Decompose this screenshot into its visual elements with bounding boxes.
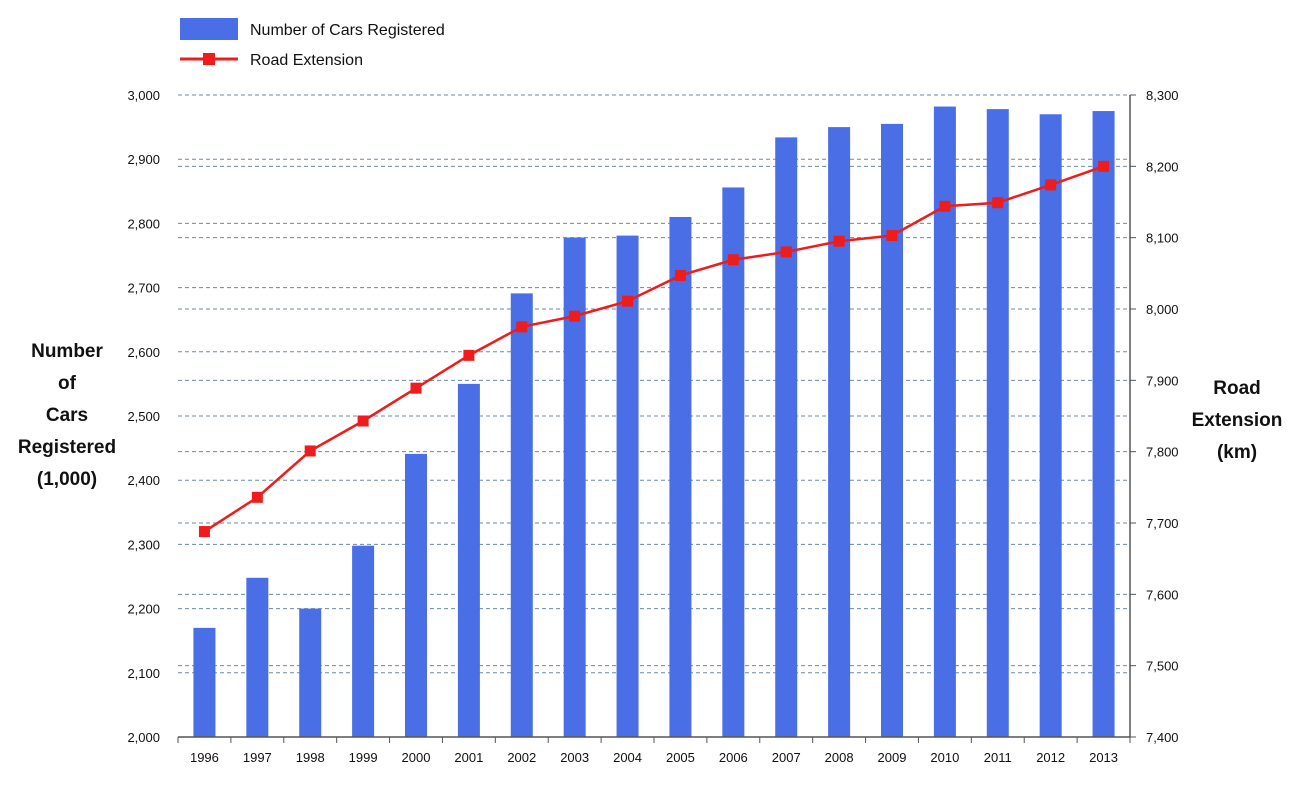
- x-tick-label: 2006: [719, 750, 748, 765]
- line-series: [198, 160, 1110, 538]
- right-tick-label: 7,800: [1146, 445, 1179, 460]
- left-tick-label: 2,600: [127, 345, 160, 360]
- x-tick-label: 1999: [349, 750, 378, 765]
- right-axis-title-line: Road: [1213, 378, 1261, 399]
- legend-label-road: Road Extension: [250, 52, 363, 69]
- bar-1999: [352, 545, 375, 737]
- right-tick-label: 7,400: [1146, 730, 1179, 745]
- right-tick-label: 8,100: [1146, 231, 1179, 246]
- x-tick-label: 2005: [666, 750, 695, 765]
- bar-2007: [775, 137, 798, 737]
- road-marker-2005: [674, 269, 686, 281]
- left-axis-title-line: of: [58, 373, 77, 394]
- road-marker-2001: [463, 349, 475, 361]
- road-marker-1999: [357, 415, 369, 427]
- bar-2011: [986, 109, 1009, 737]
- left-tick-label: 2,700: [127, 281, 160, 296]
- x-tick-label: 2012: [1036, 750, 1065, 765]
- road-marker-2008: [833, 235, 845, 247]
- x-tick-label: 2000: [402, 750, 431, 765]
- road-marker-2007: [780, 246, 792, 258]
- left-tick-label: 2,300: [127, 537, 160, 552]
- road-marker-1997: [251, 491, 263, 503]
- bar-2004: [616, 235, 639, 737]
- bar-series: [193, 106, 1115, 738]
- legend: Number of Cars Registered Road Extension: [180, 18, 445, 69]
- road-marker-2006: [727, 254, 739, 266]
- right-tick-label: 7,500: [1146, 659, 1179, 674]
- left-tick-label: 2,500: [127, 409, 160, 424]
- left-axis-title: Number of Cars Registered (1,000): [18, 341, 116, 490]
- bar-2001: [457, 383, 480, 737]
- x-tick-label: 1996: [190, 750, 219, 765]
- x-tick-label: 2002: [507, 750, 536, 765]
- right-tick-label: 8,000: [1146, 302, 1179, 317]
- legend-bar-swatch: [180, 18, 238, 40]
- left-tick-label: 2,100: [127, 666, 160, 681]
- axes: [177, 94, 1136, 743]
- x-tick-label: 1998: [296, 750, 325, 765]
- left-tick-label: 2,800: [127, 216, 160, 231]
- x-tick-label: 2004: [613, 750, 642, 765]
- bar-2002: [510, 293, 533, 737]
- bar-2006: [722, 187, 745, 737]
- right-tick-label: 8,300: [1146, 88, 1179, 103]
- left-tick-label: 2,200: [127, 602, 160, 617]
- bar-2009: [881, 123, 903, 737]
- tick-labels: 2,000 2,100 2,200 2,300 2,400 2,500 2,600 2,700…: [127, 88, 1178, 765]
- bar-2000: [405, 453, 427, 737]
- road-marker-2011: [992, 197, 1004, 209]
- right-tick-label: 7,900: [1146, 373, 1179, 388]
- bar-2005: [669, 216, 692, 738]
- bar-2013: [1092, 111, 1115, 738]
- bar-2010: [933, 106, 956, 737]
- right-tick-label: 8,200: [1146, 159, 1179, 174]
- left-tick-label: 3,000: [127, 88, 160, 103]
- road-marker-2004: [622, 295, 634, 307]
- road-extension-line: [203, 165, 1104, 533]
- road-marker-2003: [569, 310, 581, 322]
- bar-1996: [193, 627, 216, 737]
- right-axis-title-line: Extension: [1192, 410, 1283, 431]
- road-marker-2013: [1098, 160, 1110, 172]
- bar-1998: [299, 608, 322, 737]
- left-axis-title-line: Number: [31, 341, 103, 362]
- bar-2003: [563, 237, 586, 738]
- x-tick-label: 2001: [454, 750, 483, 765]
- legend-line-marker: [203, 53, 215, 65]
- gridlines: [178, 94, 1130, 674]
- bar-2012: [1039, 114, 1062, 737]
- legend-label-cars: Number of Cars Registered: [250, 22, 445, 39]
- x-tick-label: 2003: [560, 750, 589, 765]
- road-marker-1996: [198, 526, 210, 538]
- road-marker-2012: [1045, 179, 1057, 191]
- x-tick-label: 2010: [930, 750, 959, 765]
- right-tick-label: 7,700: [1146, 516, 1179, 531]
- road-marker-2002: [516, 321, 528, 333]
- road-marker-2000: [410, 382, 422, 394]
- left-tick-label: 2,400: [127, 473, 160, 488]
- x-tick-label: 2007: [772, 750, 801, 765]
- road-marker-1998: [304, 445, 316, 457]
- x-tick-label: 2008: [825, 750, 854, 765]
- road-marker-2009: [886, 230, 898, 242]
- right-tick-label: 7,600: [1146, 587, 1179, 602]
- x-tick-label: 2011: [984, 750, 1012, 765]
- x-tick-label: 2013: [1089, 750, 1118, 765]
- left-axis-title-line: (1,000): [37, 469, 97, 490]
- bar-1997: [246, 577, 269, 737]
- x-tick-label: 1997: [243, 750, 272, 765]
- left-tick-label: 2,000: [127, 730, 160, 745]
- right-axis-title-line: (km): [1217, 442, 1257, 463]
- left-axis-title-line: Cars: [46, 405, 88, 426]
- road-marker-2010: [939, 200, 951, 212]
- right-axis-title: Road Extension (km): [1192, 378, 1283, 463]
- left-tick-label: 2,900: [127, 152, 160, 167]
- left-axis-title-line: Registered: [18, 437, 116, 458]
- x-tick-label: 2009: [878, 750, 907, 765]
- bar-2008: [828, 127, 851, 738]
